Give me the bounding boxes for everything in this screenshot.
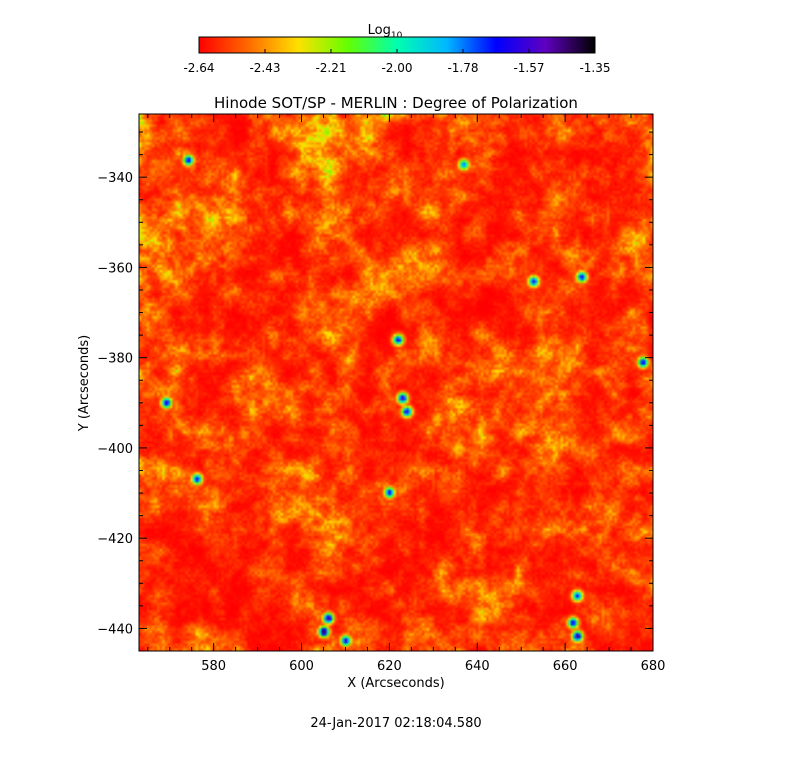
x-tick-label: 660 <box>553 659 578 674</box>
colorbar-ticks: -2.64 -2.43 -2.21 -2.00 -1.78 -1.57 -1.35 <box>183 49 611 75</box>
x-tick-label: 580 <box>201 659 226 674</box>
colorbar-tick-label: -2.64 <box>183 61 214 75</box>
plot-frame <box>138 113 654 652</box>
y-tick-label: −440 <box>97 622 133 637</box>
chart-title: Hinode SOT/SP - MERLIN : Degree of Polar… <box>214 94 578 112</box>
timestamp: 24-Jan-2017 02:18:04.580 <box>310 716 481 731</box>
polarization-heatmap <box>139 114 653 651</box>
colorbar-label: Log10 <box>368 23 403 41</box>
y-tick-label: −400 <box>97 442 133 457</box>
colorbar-label-subscript: 10 <box>391 31 403 41</box>
colorbar: Log10 -2.64 -2.43 -2.21 -2.00 -1.78 -1.57 -1.3… <box>183 23 610 75</box>
x-axis: 580 600 620 640 660 680 <box>147 114 666 674</box>
y-tick-label: −340 <box>97 171 133 186</box>
x-tick-label: 640 <box>465 659 490 674</box>
colorbar-tick-label: -2.21 <box>315 61 346 75</box>
colorbar-tick-label: -1.35 <box>579 61 610 75</box>
y-tick-label: −420 <box>97 532 133 547</box>
colorbar-tick-label: -2.00 <box>381 61 412 75</box>
colorbar-tick-label: -1.57 <box>513 61 544 75</box>
colorbar-tick-label: -1.78 <box>447 61 478 75</box>
x-tick-label: 680 <box>641 659 666 674</box>
y-tick-label: −360 <box>97 261 133 276</box>
x-tick-label: 620 <box>377 659 402 674</box>
y-tick-label: −380 <box>97 352 133 367</box>
x-tick-label: 600 <box>289 659 314 674</box>
x-axis-label: X (Arcseconds) <box>347 676 444 691</box>
y-axis: −340 −360 −380 −400 −420 −440 <box>97 131 653 652</box>
heatmap-plot-area <box>138 113 654 652</box>
colorbar-tick-label: -2.43 <box>249 61 280 75</box>
y-axis-label: Y (Arcseconds) <box>77 335 92 432</box>
